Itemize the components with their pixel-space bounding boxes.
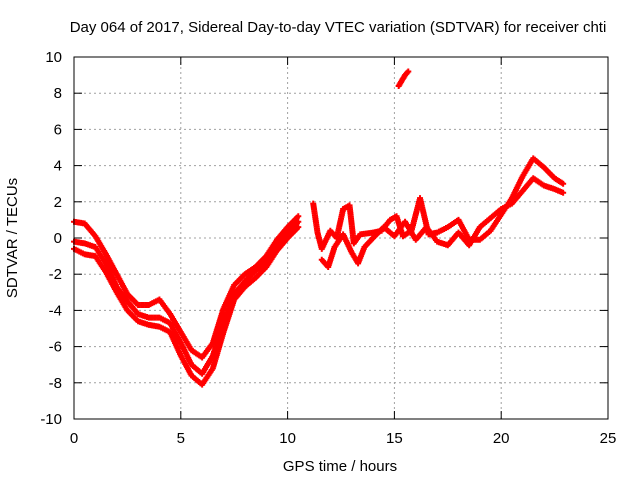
series-outlier-arc [395,68,412,89]
x-axis-label: GPS time / hours [283,458,397,475]
y-tick-label: -6 [49,339,62,356]
chart-title: Day 064 of 2017, Sidereal Day-to-day VTE… [70,19,607,36]
series-midday [310,155,567,252]
axis-ticks: 0 5 10 15 20 25 -10 -8 -6 -4 -2 0 2 4 6 8 10 [40,49,616,447]
y-tick-label: -4 [49,302,62,319]
y-tick-label: 8 [54,85,62,102]
x-tick-label: 25 [600,430,617,447]
y-tick-label: 2 [54,194,62,211]
x-tick-label: 5 [177,430,185,447]
series-band-upper [71,213,302,361]
y-axis-label: SDTVAR / TECUs [4,178,21,298]
grid [74,57,608,419]
y-tick-label: 0 [54,230,62,247]
series-midday-lower [318,175,567,270]
x-tick-label: 20 [493,430,510,447]
x-tick-label: 15 [386,430,403,447]
y-tick-label: 6 [54,121,62,138]
data-point [295,213,302,220]
series-band-lower [71,224,302,388]
data-point [295,218,302,225]
y-tick-label: -8 [49,375,62,392]
y-tick-label: 10 [45,49,62,66]
x-tick-label: 10 [279,430,296,447]
data-points [71,68,567,388]
y-tick-label: -2 [49,266,62,283]
y-tick-label: -10 [40,411,62,428]
data-point [295,224,302,231]
data-point [560,180,567,187]
data-point [405,68,412,75]
y-tick-label: 4 [54,158,62,175]
data-point [560,189,567,196]
x-tick-label: 0 [70,430,78,447]
series-band-middle [71,218,302,377]
